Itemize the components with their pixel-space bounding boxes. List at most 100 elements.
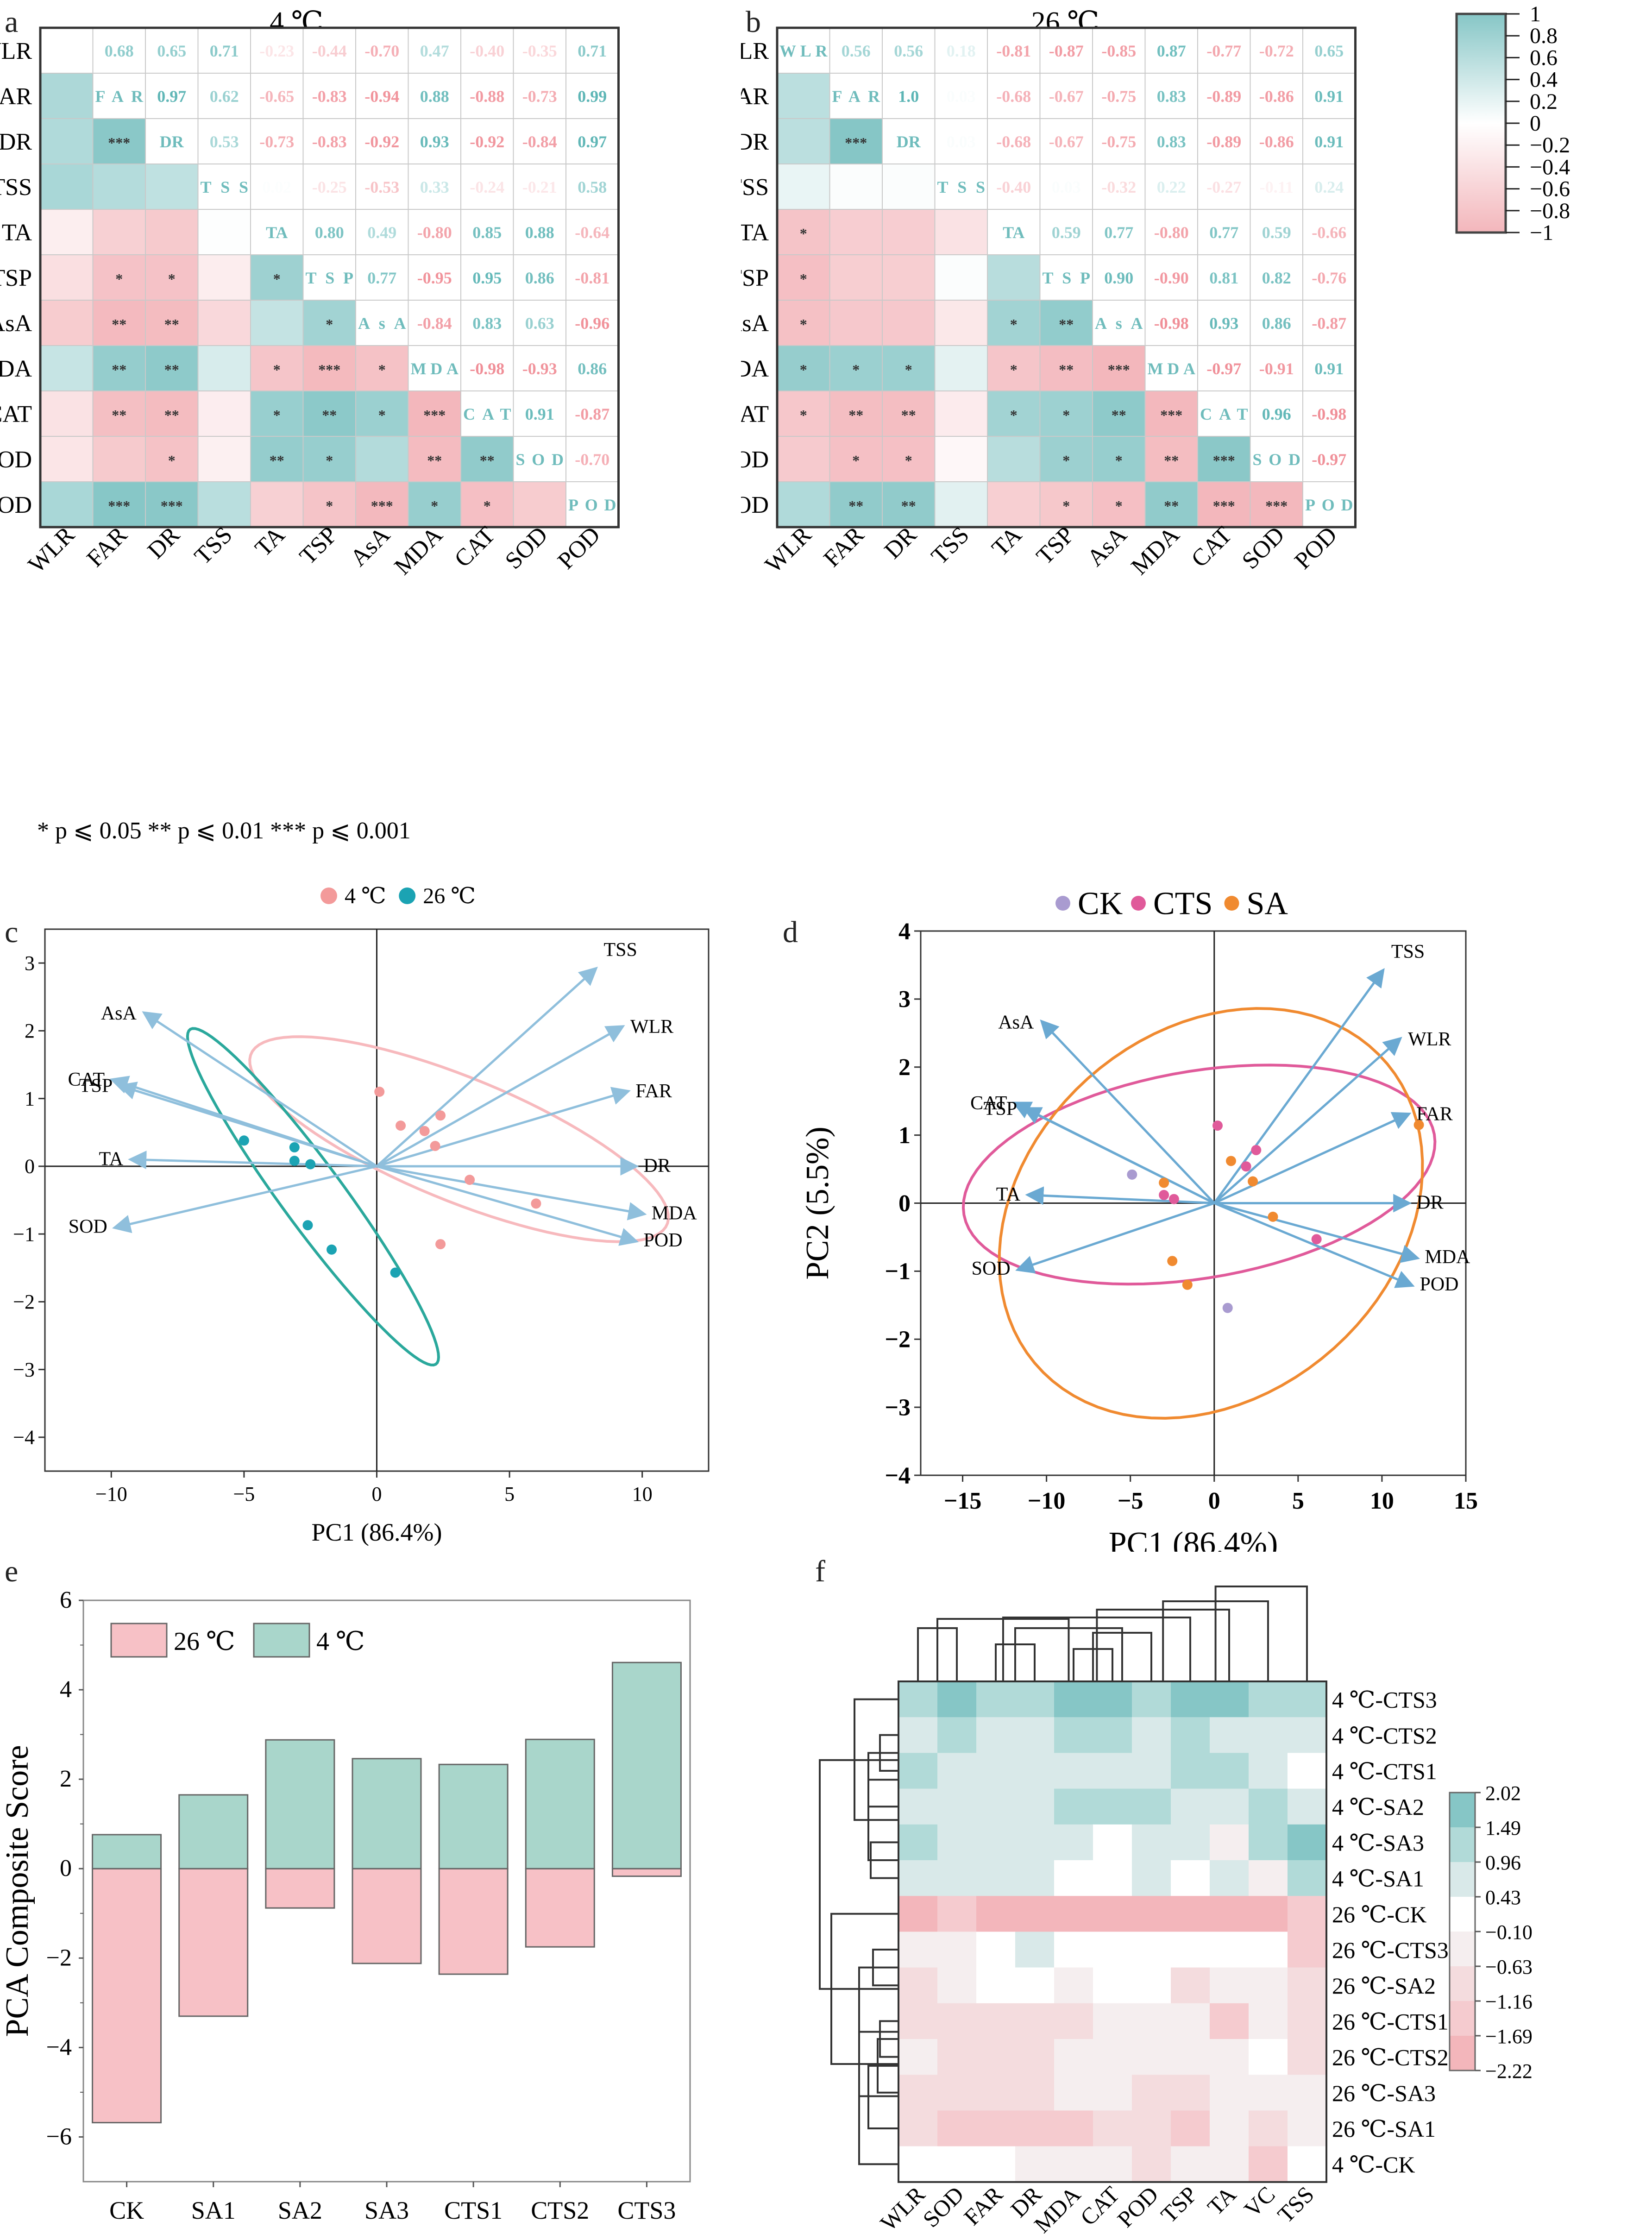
column-label: WLR (760, 522, 817, 578)
colorbar-tick-label: −0.63 (1485, 1956, 1533, 1978)
correlation-value: 0.24 (1314, 178, 1344, 196)
heatmap-cell (1132, 1967, 1171, 2004)
heatmap-cell (1249, 1788, 1288, 1825)
lower-cell (777, 73, 830, 119)
loading-arrow (1015, 1202, 1215, 1274)
correlation-value: 0.85 (472, 223, 502, 242)
colorbar-segment (1450, 2036, 1475, 2070)
upper-cell (1197, 27, 1251, 74)
bar (92, 1834, 162, 1869)
correlation-value: -0.90 (1154, 269, 1189, 287)
heatmap-cell (937, 1788, 977, 1825)
bar (352, 1868, 422, 1964)
column-label: FAR (819, 522, 869, 572)
correlation-heatmap-4c: 4 ℃0.68 0.65 0.71 -0.23 -0.44 -0.70 0.47 -0.40-… (0, 6, 620, 844)
heatmap-cell (1132, 2146, 1171, 2183)
heatmap-cell (1210, 1967, 1249, 2004)
loading-label: FAR (635, 1081, 672, 1102)
heatmap-cell (898, 1967, 938, 2004)
upper-cell (460, 300, 514, 346)
column-label: MDA (1126, 522, 1185, 580)
heatmap-cell (1210, 1824, 1249, 1861)
heatmap-cell (1132, 2039, 1171, 2075)
upper-cell (408, 345, 461, 391)
correlation-value: -0.84 (522, 132, 557, 151)
correlation-value: 0.91 (525, 405, 554, 423)
column-label: POD (1289, 522, 1342, 574)
heatmap-cell (1054, 2075, 1093, 2111)
upper-cell (1197, 345, 1251, 391)
row-label: POD (0, 492, 32, 518)
correlation-value: 0.95 (472, 269, 502, 287)
significance-mark: ** (848, 407, 863, 423)
lower-cell (302, 300, 356, 346)
data-point (1251, 1145, 1262, 1155)
upper-cell (1302, 118, 1356, 164)
loading-arrow (1213, 1037, 1402, 1204)
lower-cell (934, 390, 988, 437)
x-tick-label: SA2 (278, 2196, 322, 2224)
upper-cell (1092, 27, 1146, 74)
significance-mark: ** (1164, 452, 1179, 469)
heatmap-cell (1171, 1824, 1210, 1861)
legend-swatch (110, 1623, 168, 1658)
lower-cell (355, 436, 409, 482)
upper-cell (1302, 390, 1356, 437)
lower-cell (92, 436, 146, 482)
loading-label: SOD (972, 1258, 1011, 1279)
significance-mark: ** (1059, 361, 1074, 378)
significance-mark: * (1062, 407, 1070, 423)
upper-cell (1144, 73, 1198, 119)
legend-marker (399, 887, 416, 904)
colorbar-tick-label: 1.49 (1485, 1817, 1521, 1839)
heatmap-cell (1249, 1860, 1288, 1896)
correlation-value: -0.92 (364, 132, 399, 151)
data-point (1413, 1120, 1424, 1130)
heatmap-cell (1249, 2003, 1288, 2039)
correlation-value: 0.71 (578, 42, 607, 60)
colorbar-segment (1450, 1827, 1475, 1862)
data-point (430, 1141, 440, 1151)
upper-cell (1302, 254, 1356, 301)
diagonal-label: TSP (306, 269, 354, 287)
heatmap-cell (1054, 2003, 1093, 2039)
loading-label: DR (644, 1155, 671, 1177)
significance-mark: * (326, 452, 333, 469)
heatmap-cell (937, 1967, 977, 2004)
upper-cell (40, 27, 94, 74)
row-label: 4 ℃-CTS2 (1332, 1723, 1437, 1749)
heatmap-cell (937, 1824, 977, 1861)
correlation-value: -0.70 (575, 450, 609, 469)
lower-cell (777, 390, 830, 437)
row-label: DR (741, 129, 769, 155)
x-tick-label: −10 (1028, 1488, 1066, 1514)
heatmap-cell (1171, 1681, 1210, 1718)
column-label: SOD (1237, 522, 1290, 574)
lower-cell (197, 481, 251, 528)
correlation-value: -0.84 (417, 314, 452, 333)
lower-cell (40, 73, 94, 119)
upper-cell (1250, 300, 1303, 346)
lower-cell (829, 436, 883, 482)
data-point (1311, 1234, 1322, 1245)
correlation-value: 0.77 (1209, 223, 1238, 242)
heatmap-cell (1249, 2075, 1288, 2111)
upper-cell (1250, 164, 1303, 210)
correlation-value: 0.02 (262, 178, 291, 196)
x-tick-label: 10 (1370, 1488, 1394, 1514)
heatmap-cell (1249, 1824, 1288, 1861)
colorbar-tick-label: 0 (1530, 111, 1541, 136)
row-label: 26 ℃-CTS3 (1332, 1937, 1449, 1963)
significance-mark: ** (427, 452, 442, 469)
lower-cell (250, 300, 304, 346)
diagonal-label: WLR (779, 42, 828, 60)
x-tick-label: SA1 (191, 2196, 236, 2224)
significance-mark: *** (318, 361, 340, 378)
upper-cell (987, 118, 1041, 164)
heatmap-cell (937, 2003, 977, 2039)
column-label: SOD (917, 2181, 968, 2232)
correlation-value: 0.80 (315, 223, 344, 242)
diagonal-label: FAR (832, 87, 881, 106)
significance-mark: * (1062, 452, 1070, 469)
heatmap-cell (1015, 2146, 1055, 2183)
